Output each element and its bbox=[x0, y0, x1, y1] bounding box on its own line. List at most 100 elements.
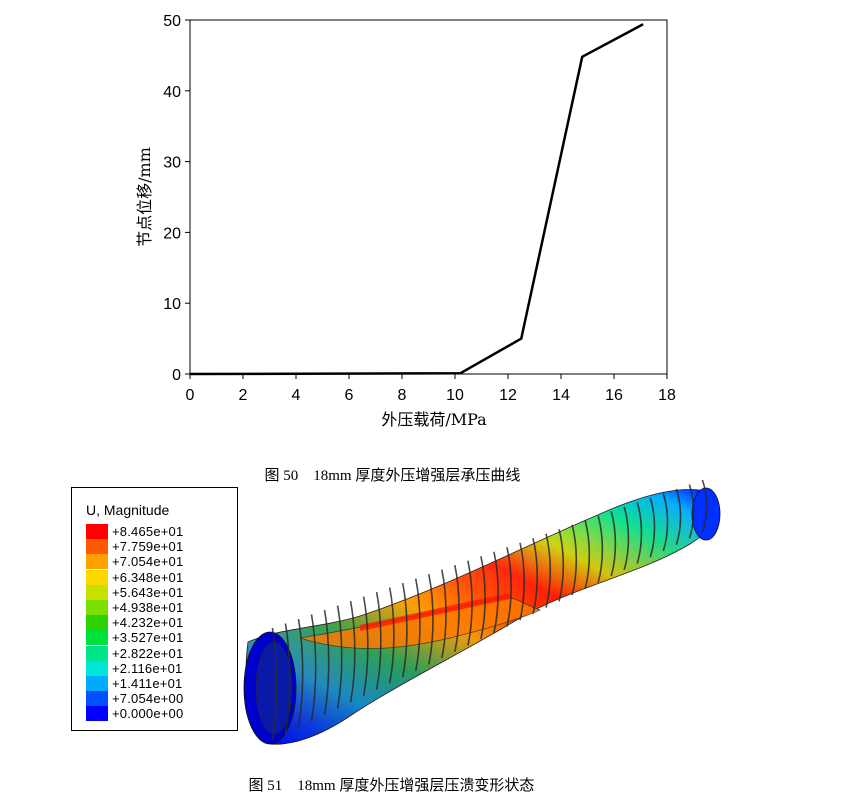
reinforcement-ring bbox=[532, 538, 538, 615]
reinforcement-ring bbox=[454, 565, 460, 652]
y-tick-label: 0 bbox=[172, 367, 181, 384]
reinforcement-ring bbox=[519, 542, 525, 621]
x-tick-label: 0 bbox=[186, 387, 195, 404]
plot-frame bbox=[189, 19, 668, 375]
y-tick-label: 40 bbox=[163, 84, 181, 101]
x-tick-label: 10 bbox=[446, 387, 464, 404]
reinforcement-ring bbox=[571, 524, 578, 596]
reinforcement-ring bbox=[558, 529, 565, 602]
reinforcement-ring bbox=[584, 520, 591, 589]
legend-swatch bbox=[86, 660, 108, 676]
y-tick-label: 50 bbox=[163, 13, 181, 30]
legend-value: +8.465e+01 bbox=[112, 524, 184, 539]
reinforcement-ring bbox=[649, 497, 656, 558]
legend-swatch bbox=[86, 524, 108, 539]
figure-51-caption: 图 51 18mm 厚度外压增强层压溃变形状态 bbox=[241, 757, 535, 795]
legend-entry: +4.938e+01 bbox=[86, 600, 183, 615]
legend-entry: +7.054e+01 bbox=[86, 554, 184, 570]
x-tick-label: 16 bbox=[605, 387, 623, 404]
y-tick-label: 20 bbox=[163, 225, 181, 242]
reinforcement-ring bbox=[506, 547, 512, 627]
y-axis-ticks: 0 10 20 30 40 50 bbox=[163, 13, 190, 384]
pressure-displacement-chart: 0 2 4 6 8 10 12 14 16 18 0 10 20 30 40 50 外压载荷/MPa 节点位… bbox=[135, 13, 676, 429]
y-tick-label: 10 bbox=[163, 296, 181, 313]
x-tick-label: 18 bbox=[658, 387, 676, 404]
reinforcement-ring bbox=[597, 515, 604, 583]
figure-50-caption: 图 50 18mm 厚度外压增强层承压曲线 bbox=[257, 447, 521, 485]
reinforcement-ring bbox=[675, 488, 682, 545]
figure-50-title: 18mm 厚度外压增强层承压曲线 bbox=[313, 468, 521, 484]
legend-swatch bbox=[86, 645, 108, 661]
legend-entry: +3.527e+01 bbox=[86, 630, 184, 646]
reinforcement-ring bbox=[662, 493, 669, 552]
legend-entry: +1.411e+01 bbox=[86, 676, 182, 691]
x-axis-title: 外压载荷/MPa bbox=[381, 410, 487, 429]
legend-entry: +6.348e+01 bbox=[86, 569, 184, 585]
x-tick-label: 2 bbox=[239, 387, 248, 404]
reinforcement-ring bbox=[493, 551, 499, 634]
reinforcement-rings bbox=[271, 479, 708, 741]
y-axis-title: 节点位移/mm bbox=[135, 147, 154, 247]
legend-value: +4.232e+01 bbox=[112, 615, 184, 631]
legend-value: +0.000e+00 bbox=[112, 706, 184, 722]
legend-entry: +5.643e+01 bbox=[86, 584, 184, 600]
legend-swatch bbox=[86, 554, 108, 570]
x-axis-ticks: 0 2 4 6 8 10 12 14 16 18 bbox=[186, 374, 676, 404]
legend-value: +3.527e+01 bbox=[112, 630, 184, 646]
x-tick-label: 14 bbox=[552, 387, 570, 404]
reinforcement-ring bbox=[310, 614, 317, 722]
reinforcement-ring bbox=[323, 609, 330, 715]
reinforcement-ring bbox=[349, 600, 356, 703]
contour-legend: U, Magnitude +8.465e+01 +7.759e+01 +7.054e… bbox=[71, 487, 238, 731]
legend-value: +2.116e+01 bbox=[112, 660, 183, 676]
legend-value: +4.938e+01 bbox=[112, 600, 184, 615]
x-tick-label: 8 bbox=[398, 387, 407, 404]
legend-value: +5.643e+01 bbox=[112, 584, 184, 600]
legend-value: +7.054e+01 bbox=[112, 554, 184, 570]
legend-entry: +2.116e+01 bbox=[86, 660, 183, 676]
series-layer bbox=[189, 23, 644, 376]
reinforcement-ring bbox=[636, 502, 643, 564]
reinforcement-ring bbox=[362, 596, 369, 697]
legend-entry: +4.232e+01 bbox=[86, 615, 184, 631]
reinforcement-ring bbox=[701, 479, 708, 533]
legend-value: +7.054e+00 bbox=[112, 691, 184, 707]
legend-entry: +7.054e+00 bbox=[86, 691, 184, 707]
figure-51-title: 18mm 厚度外压增强层压溃变形状态 bbox=[297, 778, 535, 794]
legend-swatch bbox=[86, 539, 108, 555]
legend-value: +6.348e+01 bbox=[112, 569, 184, 585]
y-tick-label: 30 bbox=[163, 155, 181, 172]
deformed-pipe-model bbox=[243, 479, 721, 745]
reinforcement-ring bbox=[414, 578, 421, 671]
legend-swatch bbox=[86, 691, 108, 707]
reinforcement-ring bbox=[388, 587, 395, 684]
figure-51-number: 图 51 bbox=[248, 778, 283, 794]
reinforcement-ring bbox=[623, 506, 630, 571]
reinforcement-ring bbox=[375, 591, 382, 690]
reinforcement-ring bbox=[480, 556, 486, 640]
reinforcement-ring bbox=[336, 605, 343, 709]
legend-entry: +8.465e+01 bbox=[86, 524, 183, 539]
legend-value: +2.822e+01 bbox=[112, 645, 184, 661]
figure-50-number: 图 50 bbox=[264, 468, 299, 484]
reinforcement-ring bbox=[610, 511, 617, 577]
x-tick-label: 12 bbox=[499, 387, 517, 404]
legend-entry: +0.000e+00 bbox=[86, 706, 184, 722]
reinforcement-ring bbox=[401, 582, 408, 678]
legend-entry: +7.759e+01 bbox=[86, 539, 184, 555]
legend-value: +7.759e+01 bbox=[112, 539, 184, 555]
legend-swatch bbox=[86, 676, 108, 691]
reinforcement-ring bbox=[427, 574, 434, 665]
legend-title: U, Magnitude bbox=[86, 502, 170, 518]
legend-swatch bbox=[86, 630, 108, 646]
reinforcement-ring bbox=[271, 627, 278, 741]
legend-value: +1.411e+01 bbox=[112, 676, 183, 691]
reinforcement-ring bbox=[284, 623, 291, 734]
legend-swatch bbox=[86, 706, 108, 722]
reinforcement-ring bbox=[441, 569, 447, 659]
legend-swatch bbox=[86, 600, 108, 615]
reinforcement-ring bbox=[545, 533, 551, 608]
x-tick-label: 6 bbox=[345, 387, 354, 404]
legend-swatch bbox=[86, 584, 108, 600]
reinforcement-ring bbox=[467, 560, 473, 646]
